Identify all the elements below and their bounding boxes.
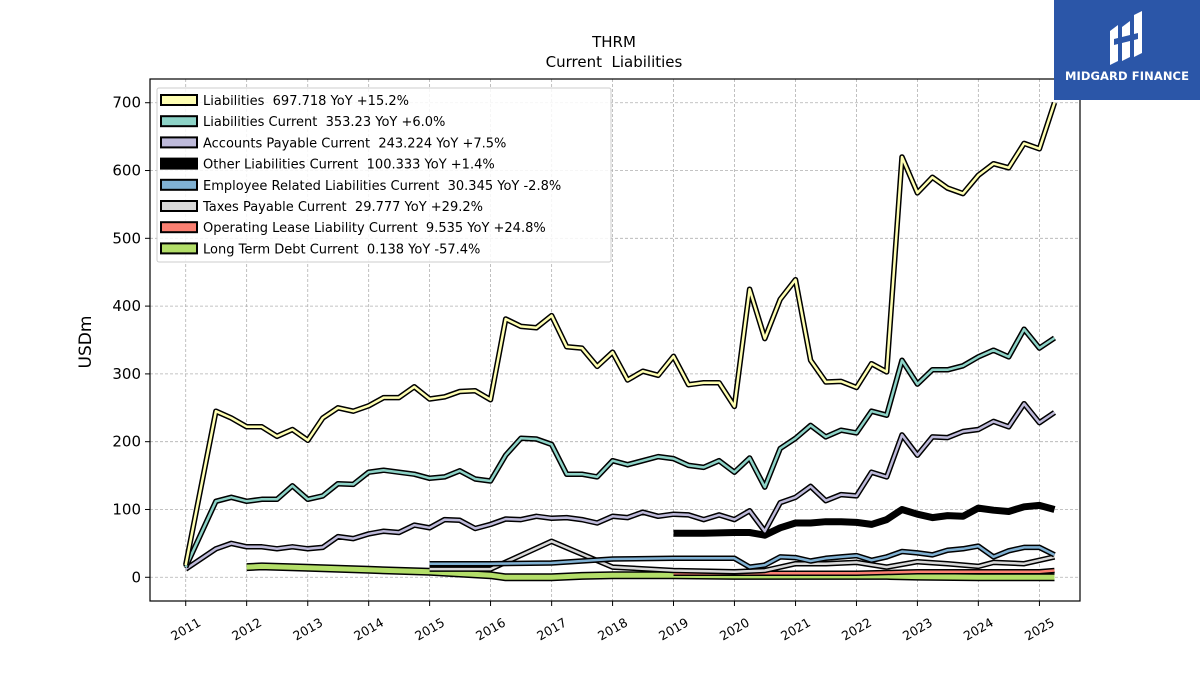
plot-frame: [149, 78, 1081, 602]
x-tick-label: 2019: [656, 615, 691, 644]
y-tick-label: 600: [112, 162, 141, 180]
series-line-path: [246, 563, 1055, 580]
legend-swatch: [160, 115, 198, 128]
legend-swatch: [160, 157, 198, 170]
chart-subtitle: Current Liabilities: [546, 53, 683, 71]
x-tick-label: 2021: [778, 615, 813, 644]
legend-item: Taxes Payable Current 29.777 YoY +29.2%: [160, 200, 483, 215]
series-line-outline: [429, 538, 1056, 575]
logo-mark-icon: [1110, 11, 1142, 65]
series-line-path: [429, 544, 1056, 569]
series-line: [429, 543, 1056, 570]
legend-swatch: [160, 136, 198, 149]
legend-swatch: [160, 221, 198, 234]
series-line: [429, 538, 1056, 575]
legend-label: Other Liabilities Current 100.333 YoY +1…: [203, 158, 495, 173]
x-tick-label: 2016: [473, 615, 508, 644]
legend-swatch: [160, 94, 198, 106]
series-layer: [183, 101, 1058, 582]
series-line: [673, 567, 1055, 576]
x-tick-label: 2022: [839, 615, 874, 644]
legend-item: Liabilities 697.718 YoY +15.2%: [160, 94, 409, 109]
legend: Liabilities 697.718 YoY +15.2% Liabilitie…: [156, 87, 612, 263]
x-tick-label: 2017: [534, 615, 569, 644]
legend-item: Accounts Payable Current 243.224 YoY +7.…: [160, 136, 506, 151]
x-tick-label: 2018: [595, 615, 630, 644]
x-tick-label: 2024: [961, 615, 996, 644]
legend-label: Taxes Payable Current 29.777 YoY +29.2%: [202, 200, 483, 215]
x-tick-label: 2015: [412, 615, 447, 644]
y-tick-label: 700: [112, 94, 141, 112]
y-tick-label: 100: [112, 500, 141, 518]
legend-item: Long Term Debt Current 0.138 YoY -57.4%: [160, 242, 480, 257]
chart-title: THRM: [591, 33, 636, 51]
legend-label: Accounts Payable Current 243.224 YoY +7.…: [203, 136, 506, 151]
series-line: [673, 501, 1056, 539]
series-line-path: [184, 102, 1056, 566]
series-line: [246, 562, 1055, 582]
legend-item: Operating Lease Liability Current 9.535 …: [160, 221, 546, 236]
series-line: [184, 400, 1057, 572]
legend-label: Long Term Debt Current 0.138 YoY -57.4%: [203, 242, 480, 257]
y-tick-label: 300: [112, 365, 141, 383]
legend-swatch: [160, 178, 198, 191]
series-line-path: [673, 569, 1055, 575]
series-line: [183, 326, 1057, 569]
legend-label: Operating Lease Liability Current 9.535 …: [203, 221, 546, 236]
legend-item: Other Liabilities Current 100.333 YoY +1…: [160, 157, 495, 173]
x-tick-label: 2011: [168, 615, 203, 644]
brand-name: MIDGARD FINANCE: [1064, 69, 1190, 83]
legend-label: Employee Related Liabilities Current 30.…: [203, 179, 561, 194]
y-tick-label: 400: [112, 297, 141, 315]
legend-label: Liabilities Current 353.23 YoY +6.0%: [203, 115, 445, 130]
brand-logo: MIDGARD FINANCE: [1054, 0, 1200, 100]
legend-box: [156, 87, 612, 263]
x-tick-label: 2025: [1022, 615, 1057, 644]
legend-swatch: [160, 242, 198, 255]
y-tick-label: 200: [112, 433, 141, 451]
y-axis-label: USDm: [76, 316, 96, 369]
x-tick-label: 2012: [229, 615, 264, 644]
legend-label: Liabilities 697.718 YoY +15.2%: [203, 94, 409, 109]
x-tick-label: 2020: [717, 615, 752, 644]
series-line: [183, 101, 1058, 566]
series-line-path: [185, 402, 1056, 571]
series-line-path: [184, 327, 1056, 568]
x-tick-label: 2014: [351, 615, 386, 644]
series-line-path: [673, 501, 1056, 539]
legend-swatch: [160, 200, 198, 212]
y-tick-label: 500: [112, 229, 141, 247]
x-tick-label: 2023: [900, 615, 935, 644]
legend-item: Employee Related Liabilities Current 30.…: [160, 178, 561, 194]
y-tick-label: 0: [131, 568, 141, 586]
legend-item: Liabilities Current 353.23 YoY +6.0%: [160, 115, 445, 130]
x-tick-label: 2013: [290, 615, 325, 644]
